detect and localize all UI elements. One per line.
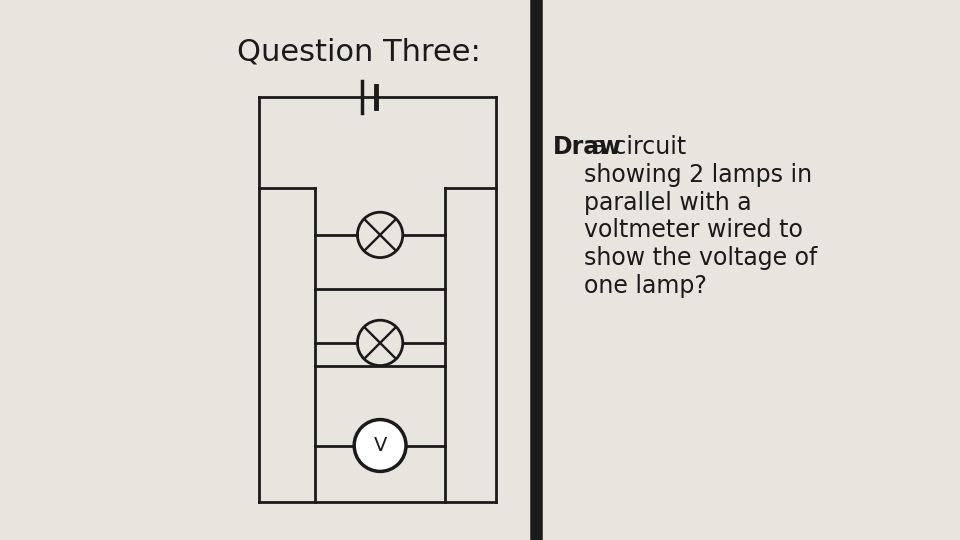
Text: Question Three:: Question Three: — [237, 38, 481, 67]
Text: a circuit
showing 2 lamps in
parallel with a
voltmeter wired to
show the voltage: a circuit showing 2 lamps in parallel wi… — [584, 135, 817, 298]
Text: V: V — [373, 436, 387, 455]
Circle shape — [354, 420, 406, 471]
Text: Draw: Draw — [553, 135, 622, 159]
